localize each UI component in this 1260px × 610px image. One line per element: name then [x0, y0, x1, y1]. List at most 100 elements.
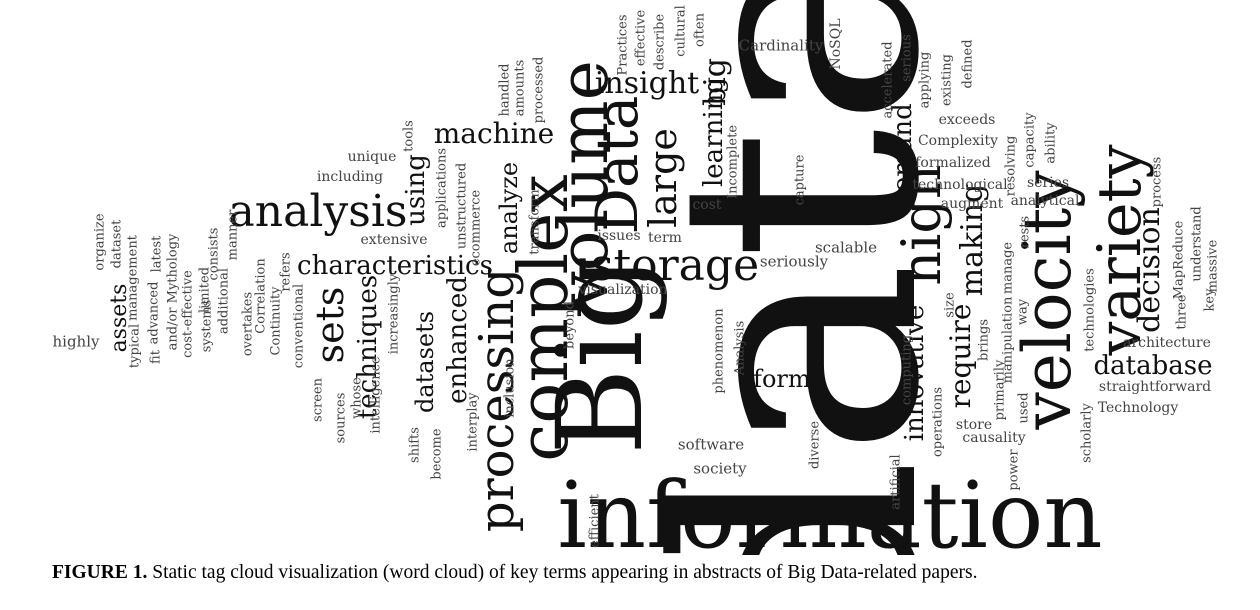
word-additional: additional — [216, 267, 232, 335]
word-cultural: cultural — [673, 5, 689, 57]
word-increasingly: increasingly — [386, 273, 402, 355]
word-fit: fit — [148, 350, 164, 364]
word-exceeds: exceeds — [938, 112, 996, 128]
word-technologies: technologies — [1082, 268, 1098, 352]
word-become: become — [429, 428, 445, 480]
word-shifts: shifts — [407, 427, 423, 463]
word-defined: defined — [960, 39, 976, 89]
word-information: information — [557, 462, 1103, 556]
word-including: including — [316, 169, 384, 185]
word-resolving: resolving — [1003, 135, 1019, 197]
word-capacity: capacity — [1022, 112, 1038, 168]
word-term: term — [648, 230, 682, 246]
word-practices: Practices — [615, 14, 631, 76]
word-rests: rests — [1017, 215, 1033, 249]
word-massive: massive — [1205, 239, 1221, 293]
word-way: way — [1015, 298, 1031, 326]
word-computing: computing — [899, 334, 915, 406]
word-phenomenon: phenomenon — [711, 308, 727, 394]
word-and-or-mythology: and/or Mythology — [165, 233, 181, 351]
word-efficient: efficient — [587, 494, 603, 548]
word-continuity: Continuity — [268, 286, 284, 356]
word-intelligence: intelligence — [368, 356, 384, 434]
word-capture: capture — [792, 154, 808, 206]
word-effective: effective — [633, 9, 649, 67]
word-tools: tools — [401, 120, 417, 152]
word-sources: sources — [333, 392, 349, 444]
word-large: large — [641, 128, 685, 228]
word-three: three — [1174, 294, 1190, 330]
word-highly: highly — [52, 332, 100, 351]
word-operations: operations — [930, 386, 946, 458]
word-processed: processed — [531, 56, 547, 124]
figure-caption: FIGURE 1. Static tag cloud visualization… — [52, 562, 1232, 584]
word-store: store — [955, 417, 993, 433]
word-understand: understand — [1189, 206, 1205, 282]
word-analyze: analyze — [495, 161, 523, 255]
word-applying: applying — [917, 51, 933, 109]
word-causality: causality — [962, 430, 1026, 446]
word-manage: manage — [1000, 241, 1016, 295]
word-cost: cost — [692, 197, 722, 213]
word-mapreduce: MapReduce — [1171, 220, 1187, 300]
word-screen: screen — [310, 378, 326, 422]
word-whose: whose — [349, 377, 365, 419]
word-used: used — [1016, 392, 1032, 424]
word-storage: storage — [590, 240, 760, 291]
word-describe: describe — [652, 13, 668, 71]
word-data: Data — [583, 95, 651, 235]
word-brings: brings — [976, 318, 992, 362]
word-require: require — [944, 303, 977, 409]
word-correlation: Correlation — [253, 258, 269, 334]
word-augment: augment — [940, 196, 1004, 212]
word-process: process — [1149, 156, 1165, 208]
word-ability: ability — [1043, 122, 1059, 164]
word-technology: Technology — [1097, 400, 1179, 416]
word-diverse: diverse — [807, 420, 823, 470]
word-ecommerce: ecommerce — [468, 189, 484, 267]
word-cost-effective: cost-effective — [180, 270, 196, 358]
word-interplay: interplay — [465, 392, 481, 452]
word-decision: decision — [1132, 207, 1167, 333]
word-technological: technological — [912, 177, 1008, 193]
word-unique: unique — [347, 149, 397, 165]
word-typical: typical — [127, 323, 143, 369]
word-machine: machine — [433, 117, 555, 150]
word-existing: existing — [939, 54, 955, 106]
word-cardinality: Cardinality — [738, 36, 824, 55]
word-visualization: visualization — [578, 282, 668, 298]
word-serious: serious — [899, 34, 915, 82]
word-architecture: architecture — [1123, 335, 1211, 351]
word-extensive: extensive — [360, 232, 428, 248]
word-overtakes: overtakes — [240, 291, 256, 357]
word-amounts: amounts — [512, 59, 528, 117]
word-advanced: advanced — [146, 281, 162, 345]
word-size: size — [942, 292, 958, 318]
word-datasets: datasets — [411, 310, 439, 414]
word-software: software — [677, 435, 745, 454]
figure-label: FIGURE 1. — [52, 562, 148, 583]
word-unstructured: unstructured — [454, 162, 470, 250]
word-artificial: artificial — [888, 454, 904, 510]
word-incomplete: Incomplete — [725, 124, 741, 200]
word-formalized: formalized — [915, 155, 991, 171]
word-seriously: seriously — [759, 252, 829, 271]
word-enhanced: enhanced — [443, 276, 473, 404]
word-primarily: primarily — [992, 359, 1008, 421]
word-systems: systems — [199, 299, 215, 353]
word-analysis: analysis — [228, 186, 408, 237]
word-cloud: data information Big complex volume Data veloc… — [52, 0, 1221, 556]
word-beyond: beyond — [562, 301, 578, 349]
word-handled: handled — [497, 63, 513, 117]
word-scholarly: scholarly — [1079, 403, 1095, 463]
word-database: database — [1093, 351, 1213, 381]
caption-text: Static tag cloud visualization (word clo… — [147, 562, 978, 583]
word-society: society — [693, 459, 747, 478]
word-series: series — [1026, 175, 1070, 191]
word-conventional: conventional — [291, 283, 307, 369]
word-sets: sets — [308, 286, 352, 364]
word-complexity: Complexity — [917, 133, 999, 149]
word-transform: transform — [527, 189, 543, 255]
word-often: often — [692, 13, 708, 47]
word-issues: issues — [597, 228, 641, 244]
